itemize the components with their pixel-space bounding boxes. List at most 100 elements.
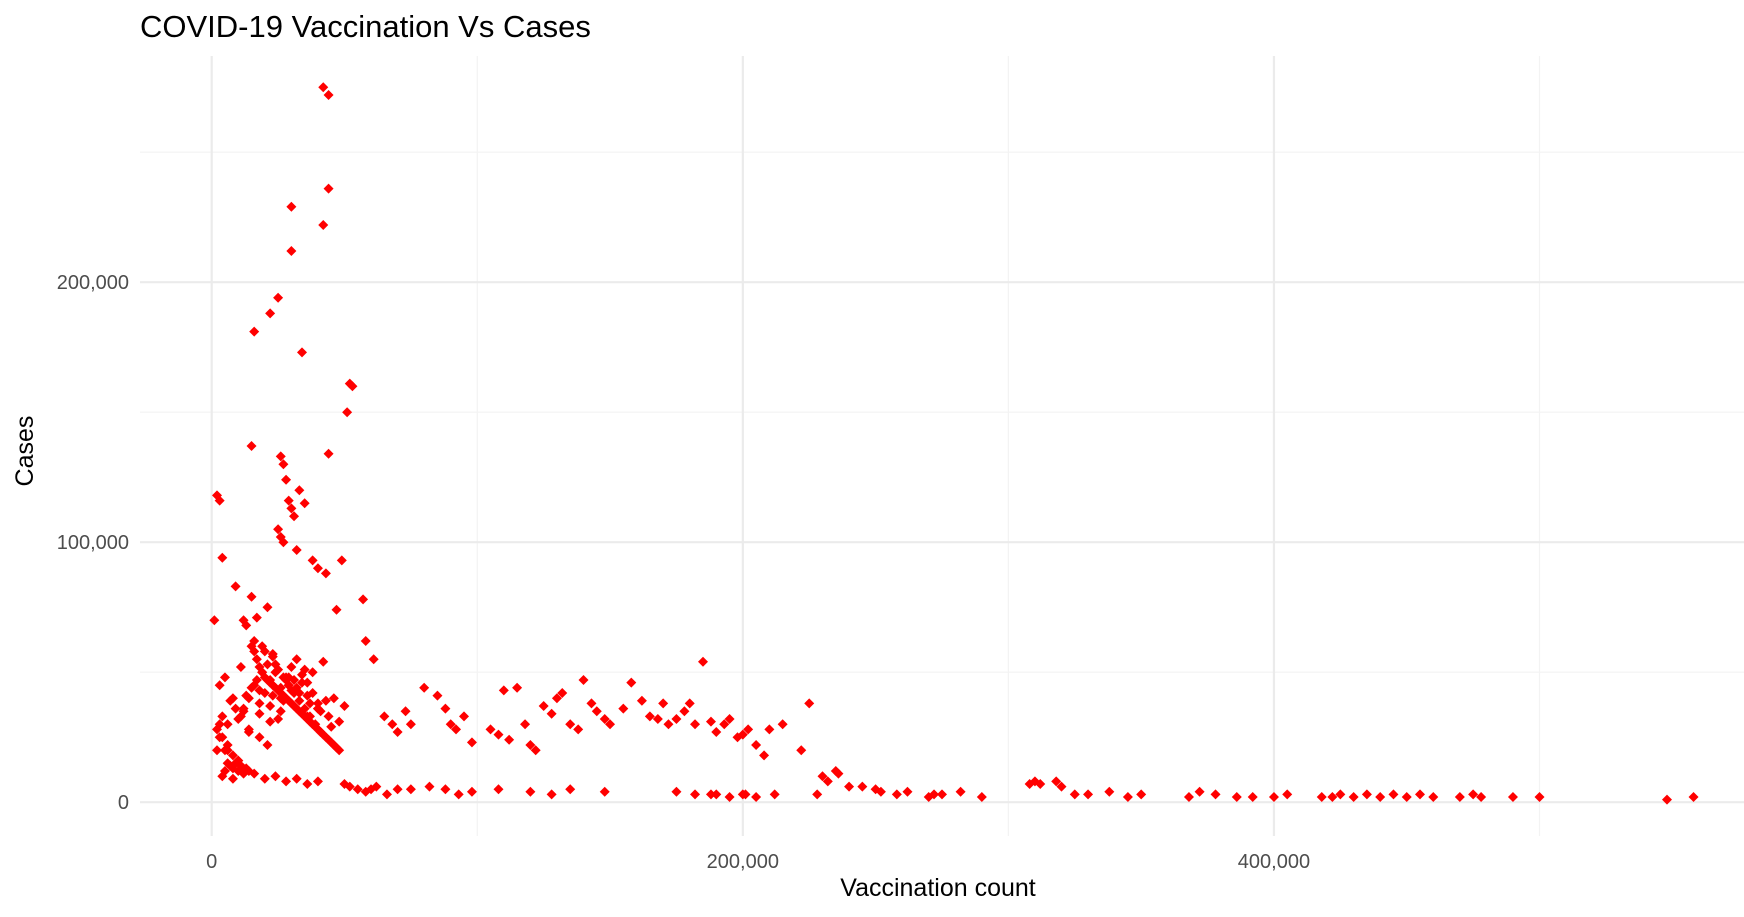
data-point <box>265 701 276 711</box>
data-point <box>451 724 462 735</box>
data-point <box>902 786 913 797</box>
data-point <box>312 698 323 709</box>
chart-title: COVID-19 Vaccination Vs Cases <box>140 9 591 44</box>
data-point <box>278 672 289 683</box>
data-point <box>891 789 902 800</box>
data-point <box>466 786 477 797</box>
data-point <box>1069 789 1080 800</box>
data-point <box>573 724 584 735</box>
data-point <box>812 789 823 800</box>
data-point <box>312 776 323 787</box>
data-point <box>565 784 576 795</box>
data-point <box>291 545 302 555</box>
data-point <box>230 703 241 714</box>
data-point <box>817 771 828 782</box>
data-point <box>636 695 647 706</box>
data-point <box>310 719 321 730</box>
data-point <box>227 750 238 761</box>
data-point <box>214 680 225 691</box>
data-point <box>334 745 345 756</box>
data-point <box>976 792 987 802</box>
data-point <box>697 656 708 667</box>
data-point <box>759 750 770 761</box>
data-point <box>275 706 286 717</box>
data-point <box>658 698 669 709</box>
data-point <box>249 636 260 646</box>
data-point <box>360 636 371 646</box>
data-point <box>326 721 337 732</box>
data-point <box>227 773 238 784</box>
data-point <box>275 682 286 693</box>
data-point <box>432 690 443 701</box>
data-point <box>299 664 310 675</box>
data-point <box>259 773 270 784</box>
data-point <box>400 706 411 717</box>
data-point <box>1083 789 1094 800</box>
data-point <box>291 654 302 665</box>
data-point <box>804 698 815 709</box>
data-point <box>334 716 345 727</box>
data-point <box>419 682 430 693</box>
data-point <box>445 719 456 730</box>
data-point <box>296 347 307 358</box>
data-point <box>212 724 223 735</box>
data-point <box>265 308 276 319</box>
data-point <box>233 755 244 766</box>
data-point <box>249 768 260 779</box>
data-point <box>711 727 722 737</box>
data-point <box>219 672 230 683</box>
data-point <box>286 662 297 672</box>
data-point <box>246 591 257 602</box>
data-point <box>751 792 762 802</box>
data-point <box>1476 792 1487 802</box>
data-point <box>246 641 257 652</box>
data-point <box>1468 789 1479 800</box>
data-point <box>352 784 363 795</box>
data-point <box>1688 792 1699 802</box>
data-point <box>1454 792 1465 802</box>
data-point <box>235 711 246 722</box>
data-point <box>339 701 350 711</box>
data-point <box>1316 792 1327 802</box>
data-point <box>265 716 276 727</box>
data-point <box>217 732 228 743</box>
data-point <box>212 745 223 756</box>
data-point <box>1361 789 1372 800</box>
y-tick-label: 200,000 <box>57 272 129 294</box>
data-point <box>440 703 451 714</box>
data-point <box>307 555 318 566</box>
data-point <box>238 763 249 774</box>
grid-lines <box>140 56 1744 836</box>
data-point <box>1327 792 1338 802</box>
data-point <box>644 711 655 722</box>
data-point <box>304 698 315 709</box>
data-point <box>257 667 268 678</box>
data-point <box>822 776 833 787</box>
data-point <box>937 789 947 800</box>
data-point <box>485 724 496 735</box>
data-point <box>267 651 278 662</box>
data-point <box>538 701 549 711</box>
data-point <box>705 716 716 727</box>
data-point <box>777 719 788 730</box>
data-point <box>275 693 286 704</box>
data-points <box>209 82 1699 805</box>
data-point <box>336 555 347 566</box>
data-point <box>1282 789 1293 800</box>
data-point <box>342 407 353 418</box>
data-point <box>318 656 329 667</box>
data-point <box>283 495 294 506</box>
data-point <box>1122 792 1133 802</box>
data-point <box>270 771 281 782</box>
data-point <box>493 729 504 740</box>
data-point <box>724 792 735 802</box>
data-point <box>1335 789 1346 800</box>
data-point <box>440 784 451 795</box>
data-point <box>318 82 329 93</box>
data-point <box>833 768 844 779</box>
data-point <box>546 789 557 800</box>
data-point <box>1056 781 1067 792</box>
data-point <box>424 781 435 792</box>
data-point <box>222 719 233 730</box>
data-point <box>347 381 358 392</box>
